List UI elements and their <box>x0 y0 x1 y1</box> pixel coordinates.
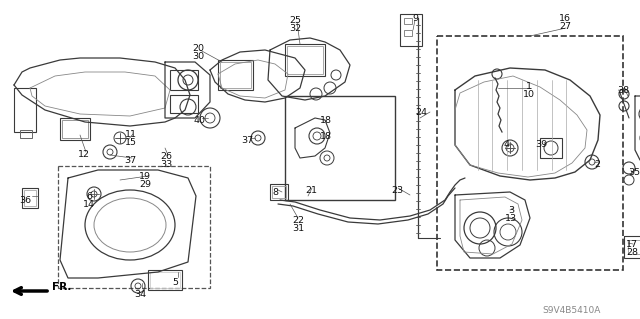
Bar <box>220 62 251 88</box>
Bar <box>437 36 623 270</box>
Text: 37: 37 <box>124 156 136 165</box>
Text: 4: 4 <box>504 140 510 149</box>
Bar <box>22 188 38 208</box>
Text: 29: 29 <box>139 180 151 189</box>
Text: 33: 33 <box>160 160 172 169</box>
Text: 5: 5 <box>172 278 178 287</box>
Text: 19: 19 <box>139 172 151 181</box>
Text: 21: 21 <box>305 186 317 195</box>
Bar <box>540 138 562 158</box>
Bar <box>170 70 198 90</box>
Text: 25: 25 <box>289 16 301 25</box>
Text: 40: 40 <box>193 116 205 125</box>
Bar <box>272 186 286 198</box>
Text: 1: 1 <box>526 82 532 91</box>
Bar <box>170 95 198 113</box>
Bar <box>404 18 412 24</box>
Bar <box>404 30 412 36</box>
Bar <box>62 120 88 138</box>
Text: 38: 38 <box>617 86 629 95</box>
Bar <box>148 270 182 290</box>
Text: 10: 10 <box>523 90 535 99</box>
Text: 18: 18 <box>320 116 332 125</box>
Text: 20: 20 <box>192 44 204 53</box>
Text: 35: 35 <box>628 168 640 177</box>
Text: 3: 3 <box>508 206 514 215</box>
Text: 17: 17 <box>626 240 638 249</box>
Bar <box>285 96 395 200</box>
Text: 28: 28 <box>626 248 638 257</box>
Text: 18: 18 <box>320 132 332 141</box>
Bar <box>287 46 323 74</box>
Text: 24: 24 <box>415 108 427 117</box>
Text: 8: 8 <box>272 188 278 197</box>
Text: 32: 32 <box>289 24 301 33</box>
Text: S9V4B5410A: S9V4B5410A <box>543 306 601 315</box>
Bar <box>400 14 422 46</box>
Text: 6: 6 <box>86 192 92 201</box>
Text: 23: 23 <box>391 186 403 195</box>
Text: 2: 2 <box>594 160 600 169</box>
Text: 9: 9 <box>412 14 418 23</box>
Text: 34: 34 <box>134 290 146 299</box>
Text: 36: 36 <box>19 196 31 205</box>
Bar <box>624 236 640 258</box>
Text: 13: 13 <box>505 214 517 223</box>
Text: 26: 26 <box>160 152 172 161</box>
Text: 14: 14 <box>83 200 95 209</box>
Text: 22: 22 <box>292 216 304 225</box>
Text: 27: 27 <box>559 22 571 31</box>
Bar <box>58 166 210 288</box>
Text: 11: 11 <box>125 130 137 139</box>
Bar <box>218 60 253 90</box>
Bar <box>14 88 36 132</box>
Text: 15: 15 <box>125 138 137 147</box>
Text: 39: 39 <box>535 140 547 149</box>
Bar <box>150 272 180 288</box>
Bar <box>270 184 288 200</box>
Bar <box>285 44 325 76</box>
Text: FR.: FR. <box>52 282 72 292</box>
Bar <box>60 118 90 140</box>
Text: 37: 37 <box>241 136 253 145</box>
Text: 31: 31 <box>292 224 304 233</box>
Text: 12: 12 <box>78 150 90 159</box>
Bar <box>24 190 36 206</box>
Text: 30: 30 <box>192 52 204 61</box>
Bar <box>628 240 640 254</box>
Text: 16: 16 <box>559 14 571 23</box>
Bar <box>20 130 32 138</box>
